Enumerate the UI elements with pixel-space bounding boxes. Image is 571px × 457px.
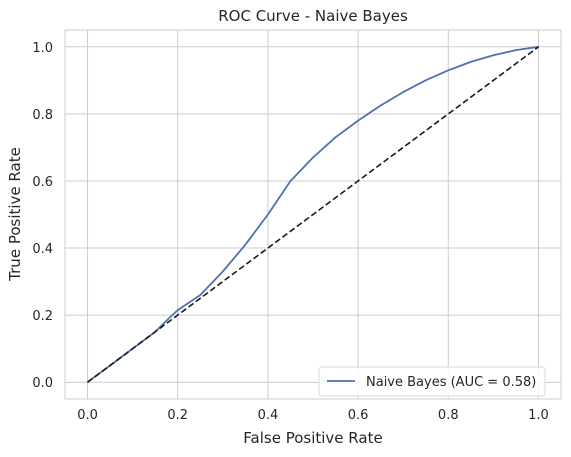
y-tick-labels: 0.0 0.2 0.4 0.6 0.8 1.0: [32, 41, 53, 391]
x-tick-label: 0.2: [167, 408, 188, 423]
roc-curve-line: [86, 45, 539, 383]
y-axis-label: True Positive Rate: [6, 147, 24, 282]
y-tick-label: 0.4: [32, 242, 53, 257]
x-tick-label: 0.6: [348, 408, 369, 423]
y-tick-label: 0.8: [32, 108, 53, 123]
plot-frame: [64, 29, 562, 400]
y-tick-label: 0.6: [32, 175, 53, 190]
chance-diagonal-line: [87, 46, 539, 383]
x-tick-label: 0.0: [77, 408, 98, 423]
legend: Naive Bayes (AUC = 0.58): [318, 366, 546, 397]
legend-label-naive-bayes: Naive Bayes (AUC = 0.58): [366, 375, 536, 390]
legend-box: [318, 366, 546, 397]
x-axis-label: False Positive Rate: [243, 429, 382, 447]
grid-lines: [65, 30, 561, 399]
x-tick-label: 0.4: [258, 408, 279, 423]
y-tick-label: 0.0: [32, 376, 53, 391]
chart-title: ROC Curve - Naive Bayes: [218, 7, 408, 25]
series-lines: [86, 45, 539, 383]
x-tick-label: 0.8: [438, 408, 459, 423]
x-tick-label: 1.0: [528, 408, 549, 423]
y-tick-label: 0.2: [32, 309, 53, 324]
x-tick-labels: 0.0 0.2 0.4 0.6 0.8 1.0: [77, 408, 549, 423]
y-tick-label: 1.0: [32, 41, 53, 56]
